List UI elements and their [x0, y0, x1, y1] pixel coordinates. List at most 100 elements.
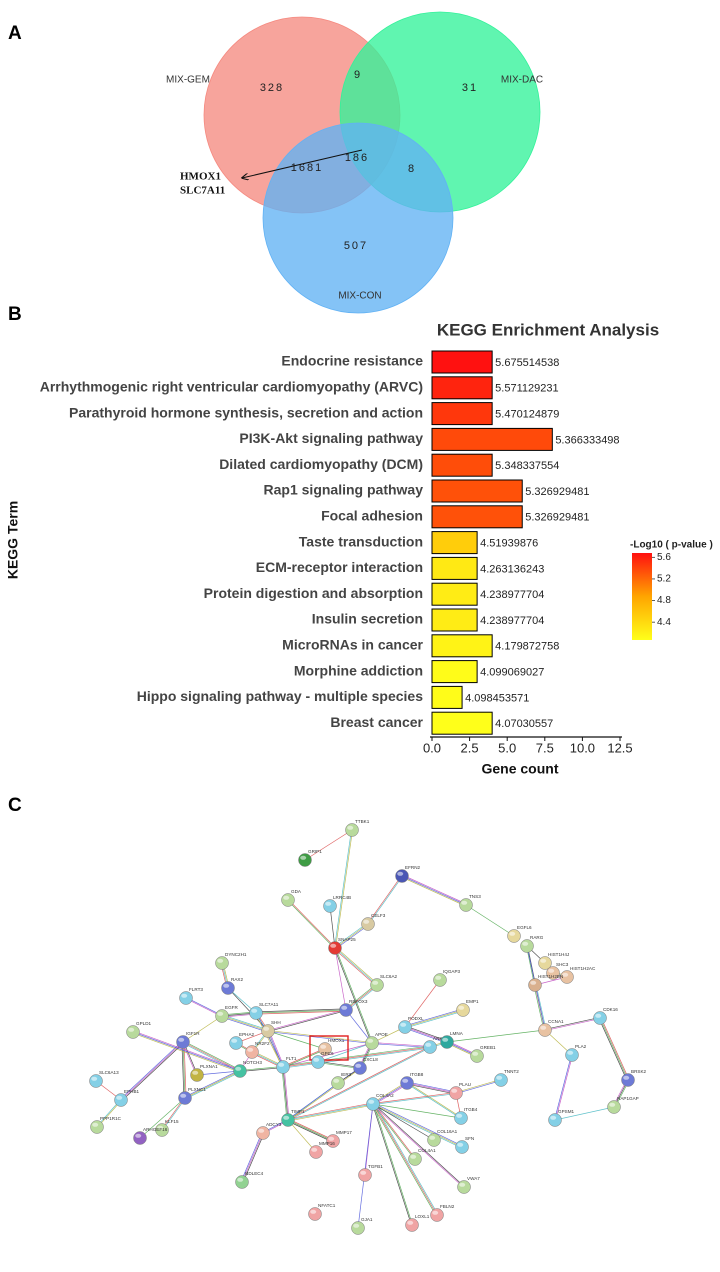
gene-annotation: SLC7A11 — [180, 185, 225, 197]
network-edge — [282, 1066, 289, 1121]
node-label: FBLN2 — [440, 1204, 455, 1209]
network-edge — [334, 948, 372, 1044]
network-edge — [373, 1102, 463, 1147]
network-node — [621, 1073, 635, 1087]
y-tick-label: Protein digestion and absorption — [204, 585, 423, 601]
panel-label: B — [8, 304, 22, 325]
node-label: EPHB1 — [124, 1089, 140, 1094]
network-node — [470, 1049, 484, 1063]
network-edge — [334, 947, 378, 986]
node-highlight — [217, 1011, 224, 1016]
bar-value-label: 5.470124879 — [495, 409, 559, 421]
network-edge — [373, 1103, 465, 1187]
bar-value-label: 4.263136243 — [480, 563, 544, 575]
bar — [431, 531, 478, 555]
network-edge — [401, 875, 467, 906]
network-node — [449, 1086, 463, 1100]
y-tick-label: Taste transduction — [299, 533, 423, 549]
network-edge — [282, 1046, 431, 1068]
node-highlight — [116, 1095, 123, 1100]
network-edge — [283, 1047, 431, 1069]
network-edge — [345, 1009, 373, 1044]
node-highlight — [320, 1044, 327, 1049]
node-highlight — [451, 1088, 458, 1093]
network-node — [351, 1221, 365, 1235]
network-edge — [139, 1097, 186, 1139]
network-node — [400, 1076, 414, 1090]
network-edge — [599, 1017, 629, 1081]
network-node — [398, 1020, 412, 1034]
bar-value-label: 4.238977704 — [480, 615, 544, 627]
bar-value-label: 4.099069027 — [480, 667, 544, 679]
network-edge — [406, 1083, 456, 1095]
network: GRIP1 TTBK1 EFRN2 TNS3 EGFL6 GDA LRRC4B CELF3 SN… — [89, 819, 647, 1235]
network-edge — [372, 1103, 463, 1148]
network-edge — [544, 1017, 600, 1030]
y-tick-label: Rap1 signaling pathway — [264, 482, 424, 498]
node-label: NDLEC4 — [245, 1171, 264, 1176]
network-edge — [287, 1120, 333, 1143]
node-label: TGFB1 — [368, 1164, 383, 1169]
network-edge — [240, 1132, 263, 1182]
network-edge — [287, 1119, 317, 1153]
venn-count: 328 — [260, 82, 284, 94]
node-highlight — [458, 1005, 465, 1010]
network-edge — [371, 1104, 437, 1216]
node-highlight — [313, 1057, 320, 1062]
bar — [431, 685, 463, 709]
network-edge — [241, 1132, 264, 1183]
node-label: GPSM1 — [558, 1109, 575, 1114]
network-edge — [184, 1069, 240, 1098]
network-edge — [329, 905, 336, 949]
node-highlight — [330, 943, 337, 948]
network-node — [365, 1036, 379, 1050]
node-label: ITGB8 — [410, 1072, 424, 1077]
node-label: COL4A2 — [376, 1093, 394, 1098]
x-tick-label: 12.5 — [607, 740, 632, 755]
node-label: EFRN2 — [405, 865, 421, 870]
network-node — [370, 978, 384, 992]
network-edge — [268, 1010, 347, 1032]
node-label: KLF15 — [165, 1119, 179, 1124]
bar — [431, 660, 478, 684]
network-edge — [317, 1042, 373, 1063]
network-edge — [372, 1104, 464, 1188]
network-node — [308, 1207, 322, 1221]
network-edge — [255, 1008, 346, 1013]
colorbar-tick-label: 5.6 — [657, 552, 671, 563]
bar — [431, 505, 523, 529]
network-edge — [335, 946, 378, 985]
network-edge — [256, 1010, 347, 1015]
node-label: CDK16 — [603, 1007, 618, 1012]
network-edge — [404, 979, 441, 1028]
node-highlight — [459, 1182, 466, 1187]
network-edge — [287, 900, 335, 949]
network-edge — [282, 1048, 325, 1067]
network-node — [430, 1208, 444, 1222]
network-node — [366, 1097, 380, 1111]
network-edge — [455, 1079, 501, 1093]
bar-value-label: 5.366333498 — [555, 434, 619, 446]
network-edge — [222, 1014, 269, 1031]
node-label: PLAU — [459, 1082, 471, 1087]
node-highlight — [325, 901, 332, 906]
node-highlight — [91, 1076, 98, 1081]
node-highlight — [397, 871, 404, 876]
y-tick-label: ECM-receptor interaction — [256, 559, 423, 575]
network-edge — [120, 1041, 184, 1101]
annotation-arrow — [242, 149, 363, 178]
network-edge — [335, 924, 369, 950]
bar — [431, 427, 553, 451]
network-node — [408, 1152, 422, 1166]
node-highlight — [341, 1005, 348, 1010]
network-node — [395, 869, 409, 883]
network-node — [494, 1073, 508, 1087]
network-edge — [407, 1081, 457, 1093]
network-edge — [406, 1082, 457, 1094]
node-highlight — [283, 895, 290, 900]
node-label: GRIP1 — [308, 849, 322, 854]
y-tick-label: Insulin secretion — [312, 611, 423, 627]
network-edge — [227, 987, 269, 1032]
network-edge — [372, 1081, 407, 1104]
